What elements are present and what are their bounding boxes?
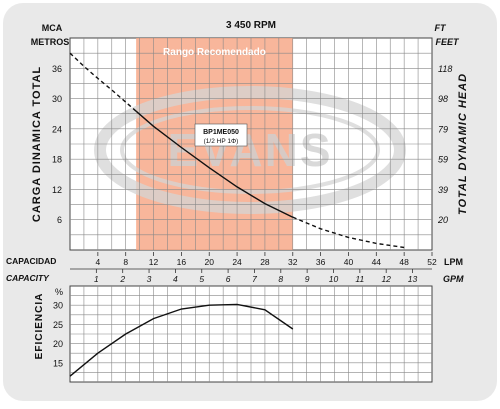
x-tick-lpm-label: 52	[427, 257, 437, 267]
watermark-logo-ellipse-inner	[120, 106, 380, 194]
x-axis-lpm-unit: LPM	[444, 257, 463, 267]
left-tick-label: 6	[57, 215, 62, 225]
x-tick-gpm-label: 2	[119, 274, 125, 284]
x-axis-lpm-label: CAPACIDAD	[6, 256, 56, 266]
x-tick-lpm-label: 8	[123, 257, 128, 267]
right-tick-label: 118	[438, 64, 452, 74]
x-axis-gpm-unit: GPM	[443, 274, 464, 284]
x-tick-lpm-label: 32	[288, 257, 298, 267]
x-tick-gpm-label: 5	[199, 274, 204, 284]
left-tick-label: 24	[52, 124, 62, 134]
eff-axis-label: EFICIENCIA	[34, 293, 45, 360]
left-tick-label: 30	[52, 94, 62, 104]
x-tick-lpm-label: 28	[260, 257, 270, 267]
efficiency-curve	[69, 303, 294, 377]
curve-label-box	[194, 123, 248, 147]
x-tick-lpm-label: 44	[372, 257, 382, 267]
recommended-range-label: Rango Recomendado	[163, 47, 266, 58]
x-tick-lpm-label: 16	[177, 257, 187, 267]
right-tick-label: 98	[438, 94, 448, 104]
x-tick-lpm-label: 20	[204, 257, 214, 267]
right-tick-label: 79	[438, 124, 448, 134]
right-unit-top: FT	[435, 23, 447, 33]
head-curve-dashed	[292, 216, 405, 249]
x-tick-gpm-label: 6	[226, 274, 231, 284]
x-tick-gpm-label: 1	[94, 274, 99, 284]
head-curve-dashed	[69, 52, 137, 112]
eff-tick-label: 15	[53, 358, 63, 368]
left-tick-label: 12	[52, 185, 62, 195]
curve-sublabel: (1/2 HP 1Φ)	[204, 138, 239, 145]
x-tick-gpm-label: 4	[173, 274, 178, 284]
x-tick-gpm-label: 8	[278, 274, 283, 284]
x-tick-lpm-label: 48	[399, 257, 409, 267]
left-unit-bottom: METROS	[31, 37, 70, 47]
left-tick-label: 36	[52, 64, 62, 74]
x-tick-lpm-label: 4	[95, 257, 100, 267]
x-tick-lpm-label: 36	[316, 257, 326, 267]
curve-label: BP1ME050	[203, 129, 239, 136]
watermark-logo-ellipse	[94, 86, 406, 214]
x-axis-gpm-label: CAPACITY	[6, 273, 50, 283]
head-curve-solid	[135, 110, 294, 218]
x-tick-gpm-label: 11	[355, 274, 364, 284]
chart-title: 3 450 RPM	[226, 20, 276, 31]
eff-unit: %	[55, 287, 63, 297]
x-tick-lpm-label: 40	[344, 257, 354, 267]
x-tick-gpm-label: 10	[329, 274, 339, 284]
left-tick-label: 18	[52, 155, 62, 165]
eff-tick-label: 25	[53, 320, 63, 330]
x-tick-lpm-label: 24	[232, 257, 242, 267]
right-tick-label: 20	[437, 215, 448, 225]
x-tick-gpm-label: 12	[381, 274, 391, 284]
right-tick-label: 59	[438, 155, 448, 165]
x-tick-gpm-label: 13	[408, 274, 418, 284]
left-unit-top: MCA	[42, 23, 63, 33]
x-tick-gpm-label: 7	[252, 274, 257, 284]
left-axis-label: CARGA DINAMICA TOTAL	[31, 66, 43, 222]
eff-tick-label: 20	[53, 339, 63, 349]
right-unit-bottom: FEET	[435, 37, 460, 47]
right-axis-label: TOTAL DYNAMIC HEAD	[457, 73, 469, 215]
watermark-logo-text: EVANS	[167, 124, 332, 176]
right-tick-label: 39	[438, 185, 448, 195]
x-tick-lpm-label: 12	[149, 257, 159, 267]
eff-tick-label: 30	[53, 301, 63, 311]
x-tick-gpm-label: 9	[305, 274, 310, 284]
x-tick-gpm-label: 3	[147, 274, 152, 284]
